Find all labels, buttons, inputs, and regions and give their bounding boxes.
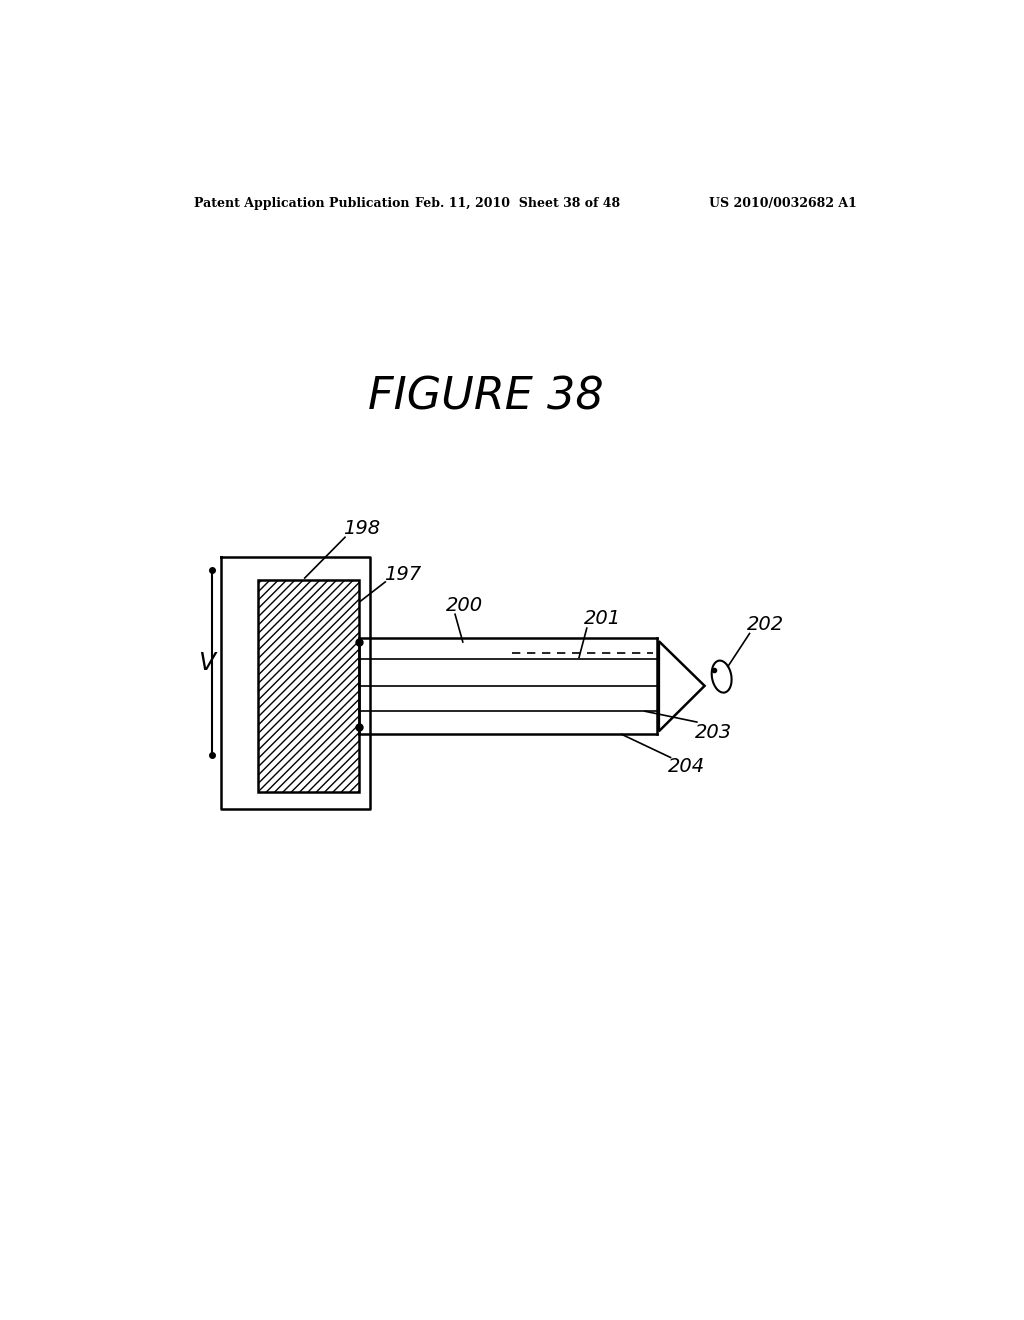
Text: Feb. 11, 2010  Sheet 38 of 48: Feb. 11, 2010 Sheet 38 of 48 [415, 197, 620, 210]
Text: FIGURE 38: FIGURE 38 [369, 376, 604, 418]
Text: 204: 204 [669, 758, 706, 776]
Text: 202: 202 [748, 615, 784, 634]
Text: Patent Application Publication: Patent Application Publication [194, 197, 410, 210]
Text: US 2010/0032682 A1: US 2010/0032682 A1 [710, 197, 857, 210]
Text: V: V [198, 651, 215, 675]
Text: 203: 203 [695, 722, 732, 742]
Text: 200: 200 [445, 597, 483, 615]
Text: 197: 197 [384, 565, 421, 583]
Text: 198: 198 [343, 519, 381, 539]
Bar [258, 581, 359, 792]
Text: 201: 201 [584, 610, 621, 628]
